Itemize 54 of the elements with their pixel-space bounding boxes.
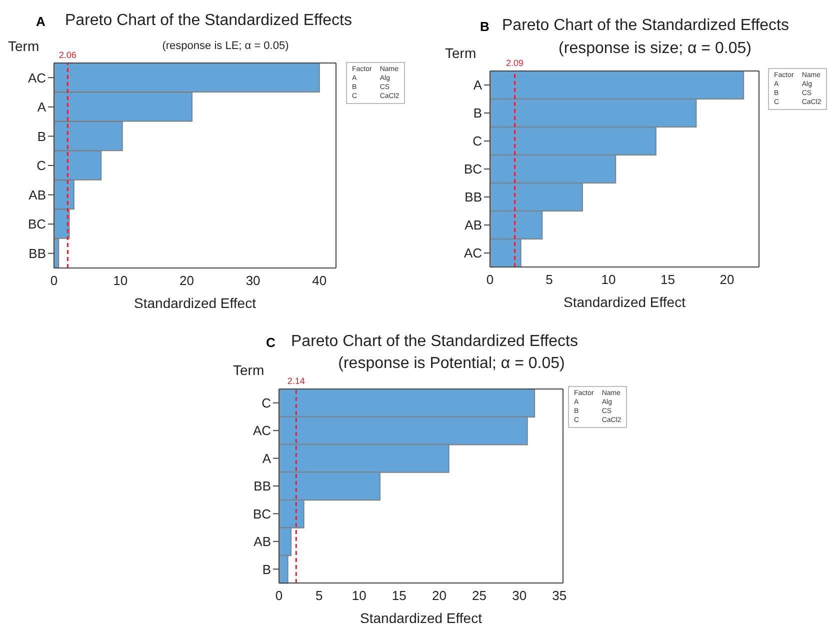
x-tick-label: 0 (486, 272, 494, 288)
chart-title: Pareto Chart of the Standardized Effects (291, 333, 578, 351)
x-tick-label: 15 (660, 272, 675, 288)
y-tick-label: A (37, 100, 46, 115)
y-tick-label: AC (252, 423, 271, 438)
x-tick-label: 5 (315, 588, 323, 604)
y-axis-title: Term (445, 45, 476, 61)
y-tick-label: A (262, 450, 272, 466)
ref-line-label: 2.14 (287, 376, 305, 386)
y-tick-label: BC (252, 506, 271, 522)
y-tick-label: C (472, 134, 482, 149)
x-axis-title: Standardized Effect (134, 295, 256, 311)
x-axis-title: Standardized Effect (360, 610, 482, 626)
x-tick-label: 30 (246, 273, 260, 288)
y-tick-label: BB (254, 478, 271, 494)
y-tick-label: AB (464, 218, 482, 233)
y-axis-title: Term (233, 362, 264, 378)
x-tick-label: 20 (179, 273, 194, 288)
chart-title: Pareto Chart of the Standardized Effects (65, 12, 352, 30)
y-tick-label: B (262, 562, 271, 577)
x-tick-label: 25 (472, 588, 487, 604)
y-tick-label: BB (28, 246, 46, 261)
chart-subtitle: (response is Potential; α = 0.05) (337, 355, 566, 373)
x-tick-label: 0 (275, 588, 283, 604)
x-tick-label: 10 (352, 588, 366, 604)
y-tick-label: AB (28, 187, 46, 202)
y-tick-label: AC (28, 70, 46, 86)
x-tick-label: 40 (312, 273, 327, 288)
x-tick-label: 10 (113, 273, 128, 288)
x-tick-label: 5 (546, 272, 553, 288)
x-tick-label: 20 (432, 588, 446, 604)
y-tick-label: B (37, 128, 46, 144)
y-tick-label: AB (254, 534, 271, 550)
y-tick-label: BC (28, 216, 46, 232)
x-tick-label: 20 (720, 272, 734, 288)
y-tick-label: C (262, 395, 271, 410)
x-tick-label: 30 (512, 588, 527, 604)
y-tick-label: BC (464, 162, 482, 177)
x-tick-label: 10 (601, 272, 616, 288)
ref-line-label: 2.06 (58, 50, 76, 60)
y-tick-label: A (473, 78, 482, 93)
x-tick-label: 35 (552, 588, 567, 604)
chart-title: Pareto Chart of the Standardized Effects (502, 17, 789, 35)
x-tick-label: 0 (50, 273, 58, 288)
y-tick-label: B (473, 106, 482, 121)
y-tick-label: BB (464, 190, 482, 205)
x-tick-label: 15 (392, 588, 406, 604)
ref-line-label: 2.09 (506, 58, 524, 68)
y-tick-label: C (36, 158, 46, 174)
y-tick-label: AC (464, 246, 482, 261)
chart-subtitle: (response is LE; α = 0.05) (162, 40, 289, 52)
y-axis-title: Term (8, 38, 40, 54)
chart-subtitle: (response is size; α = 0.05) (558, 40, 752, 58)
x-axis-title: Standardized Effect (564, 294, 686, 310)
